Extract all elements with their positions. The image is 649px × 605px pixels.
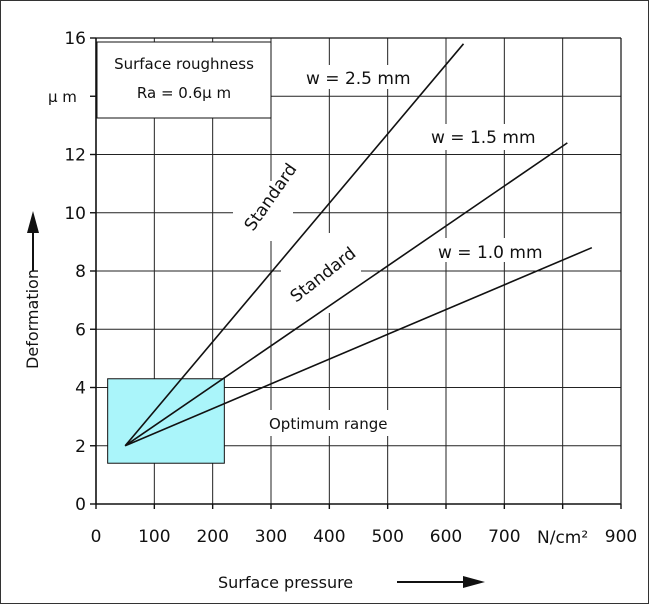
series-line-1	[124, 43, 465, 447]
optimum-range-box	[107, 378, 225, 464]
y-axis-unit: µ m	[48, 88, 77, 106]
x-tick-label: 400	[313, 527, 345, 547]
grid	[96, 38, 621, 504]
series-label: w = 2.5 mm	[306, 69, 411, 89]
axes	[90, 37, 622, 509]
label-background	[233, 181, 293, 241]
y-tick-label: 6	[75, 320, 86, 340]
y-tick-label: 0	[75, 495, 86, 515]
label-background	[531, 519, 595, 553]
x-tick-label: 600	[430, 527, 462, 547]
y-axis-label: Deformation	[23, 269, 42, 369]
x-tick-label: 200	[196, 527, 228, 547]
y-tick-label: 8	[75, 262, 86, 282]
series-label: w = 1.5 mm	[431, 128, 536, 148]
label-background	[263, 410, 403, 436]
x-axis-unit: N/cm²	[537, 528, 588, 548]
label-background	[31, 87, 93, 113]
x-axis-label: Surface pressure	[218, 573, 353, 592]
series-line-3	[124, 246, 593, 447]
optimum-range-label: Optimum range	[269, 415, 388, 433]
label-backgrounds	[31, 65, 595, 553]
series-label: w = 1.0 mm	[438, 243, 543, 263]
y-tick-label: 2	[75, 437, 86, 457]
label-background	[281, 233, 361, 313]
x-tick-label: 0	[91, 527, 102, 547]
series-lines	[124, 43, 593, 447]
roughness-title: Surface roughness	[114, 55, 254, 73]
x-tick-label: 100	[138, 527, 170, 547]
y-tick-labels: 0 2 4 6 8 10 12 16	[64, 29, 86, 515]
roughness-box	[96, 41, 272, 119]
label-background	[423, 238, 559, 262]
y-tick-label: 4	[75, 379, 86, 399]
roughness-value: Ra = 0.6µ m	[137, 84, 231, 102]
y-tick-label: 16	[64, 29, 86, 49]
x-tick-label: 500	[371, 527, 403, 547]
label-background	[421, 124, 561, 150]
x-tick-labels: 0 100 200 300 400 500 600 700 900	[91, 527, 638, 547]
y-axis-arrow-icon	[27, 211, 39, 271]
x-tick-label: 900	[605, 527, 637, 547]
label-background	[276, 65, 436, 89]
x-axis-arrow-icon	[397, 576, 485, 588]
label-background	[71, 521, 141, 551]
x-tick-label: 700	[488, 527, 520, 547]
x-tick-label: 300	[255, 527, 287, 547]
y-tick-label: 10	[64, 204, 86, 224]
y-tick-label: 12	[64, 146, 86, 166]
series-line-2	[124, 142, 568, 447]
